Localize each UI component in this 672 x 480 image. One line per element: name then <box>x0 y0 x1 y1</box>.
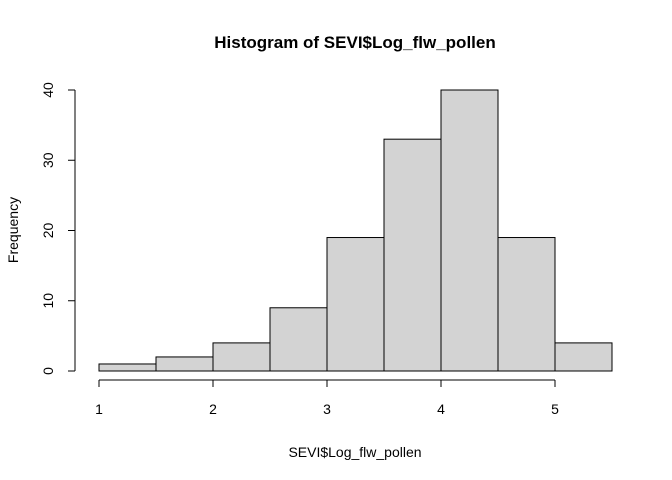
histogram-bar <box>212 342 271 372</box>
y-tick-label: 30 <box>40 152 56 168</box>
y-tick-label: 20 <box>40 223 56 239</box>
histogram-bar <box>326 237 385 372</box>
x-tick-label: 4 <box>437 401 445 417</box>
histogram-bar <box>554 342 613 372</box>
histogram-bar <box>98 363 157 372</box>
histogram-bar <box>383 138 442 372</box>
bars-group <box>98 89 613 372</box>
chart-title: Histogram of SEVI$Log_flw_pollen <box>214 33 495 52</box>
histogram-bar <box>155 356 214 372</box>
y-axis: 0 10 20 30 40 <box>40 82 76 375</box>
histogram-bar <box>269 307 328 372</box>
x-tick-label: 1 <box>95 401 103 417</box>
y-tick-label: 0 <box>40 367 56 375</box>
x-axis: 1 2 3 4 5 <box>95 379 559 417</box>
x-tick-label: 2 <box>209 401 217 417</box>
histogram-bar <box>497 237 556 372</box>
x-axis-label: SEVI$Log_flw_pollen <box>288 444 421 460</box>
y-tick-label: 40 <box>40 82 56 98</box>
x-tick-label: 3 <box>323 401 331 417</box>
y-tick-label: 10 <box>40 293 56 309</box>
histogram-bar <box>440 89 499 372</box>
x-tick-label: 5 <box>551 401 559 417</box>
y-axis-label: Frequency <box>5 197 21 263</box>
